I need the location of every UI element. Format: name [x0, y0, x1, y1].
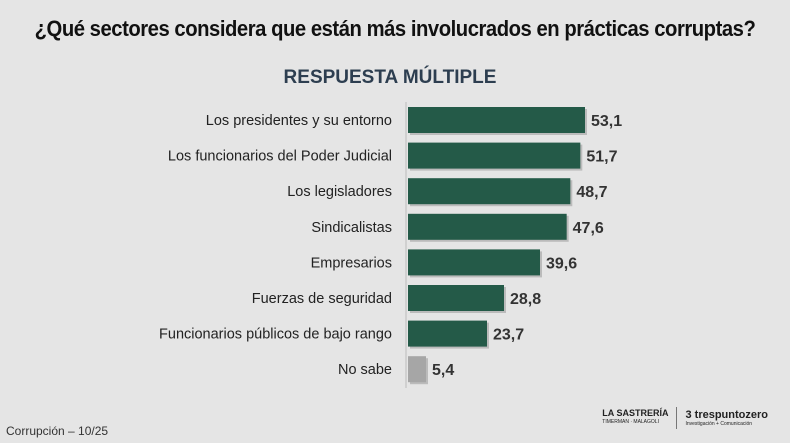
bar — [408, 285, 504, 311]
category-label: Los funcionarios del Poder Judicial — [168, 149, 392, 165]
value-label: 39,6 — [546, 255, 577, 272]
value-label: 51,7 — [586, 149, 617, 166]
value-label: 47,6 — [573, 220, 604, 237]
logo-trespuntozero: 3 trespuntozero Investigación + Comunicac… — [685, 409, 768, 427]
value-label: 5,4 — [432, 362, 454, 379]
bar — [408, 107, 585, 133]
chart-subtitle: RESPUESTA MÚLTIPLE — [283, 67, 497, 88]
bar — [408, 356, 426, 383]
category-label: Los presidentes y su entorno — [206, 113, 392, 129]
bar — [408, 320, 487, 347]
value-label: 53,1 — [591, 113, 622, 130]
category-label: Sindicalistas — [311, 220, 392, 236]
footer-text: Corrupción – 10/25 — [6, 424, 109, 438]
chart-title: ¿Qué sectores considera que están más in… — [34, 16, 756, 41]
category-label: Fuerzas de seguridad — [252, 291, 392, 307]
logo-divider — [676, 407, 678, 429]
bar — [408, 142, 581, 169]
logo-la-sastreria: LA SASTRERÍA TIMERMAN · MALAGOLI — [602, 408, 669, 426]
bar — [408, 178, 571, 205]
value-label: 48,7 — [576, 184, 607, 201]
logos: LA SASTRERÍA TIMERMAN · MALAGOLI 3 trespu… — [602, 407, 768, 429]
category-label: Funcionarios públicos de bajo rango — [159, 327, 392, 343]
value-label: 23,7 — [493, 327, 524, 344]
category-label: Empresarios — [311, 255, 392, 271]
category-label: Los legisladores — [287, 184, 392, 200]
value-label: 28,8 — [510, 291, 541, 308]
bar — [408, 213, 567, 240]
bar — [408, 249, 540, 276]
category-label: No sabe — [338, 362, 392, 378]
